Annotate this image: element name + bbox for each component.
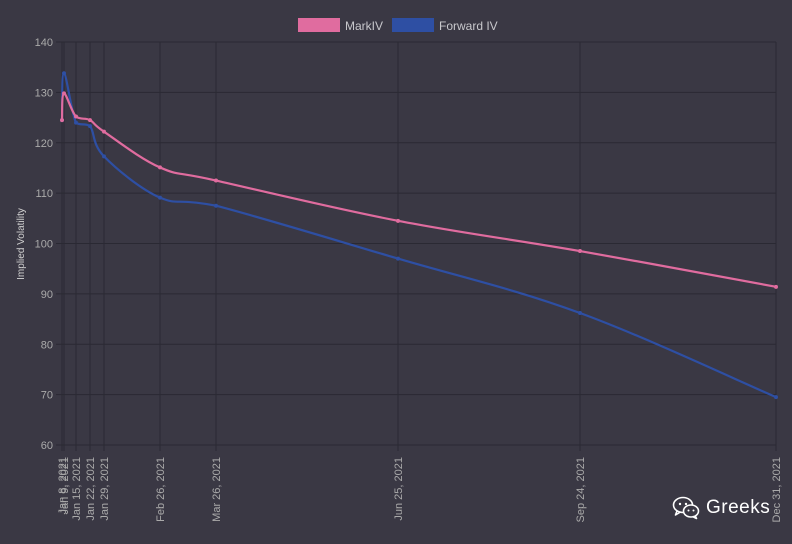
data-point[interactable] bbox=[396, 218, 400, 223]
y-tick-label: 100 bbox=[35, 239, 53, 251]
legend-label: MarkIV bbox=[345, 19, 383, 33]
data-point[interactable] bbox=[60, 118, 64, 123]
y-tick-label: 140 bbox=[35, 37, 53, 49]
legend-swatch bbox=[298, 18, 340, 32]
data-point[interactable] bbox=[578, 249, 582, 254]
series-line bbox=[60, 72, 778, 399]
x-tick-label: Jun 25, 2021 bbox=[393, 457, 405, 521]
x-tick-label: Dec 31, 2021 bbox=[771, 457, 783, 522]
data-point[interactable] bbox=[74, 120, 78, 125]
data-point[interactable] bbox=[396, 256, 400, 261]
y-tick-label: 110 bbox=[35, 188, 53, 200]
y-tick-label: 80 bbox=[41, 339, 53, 351]
y-tick-label: 60 bbox=[41, 440, 53, 452]
y-tick-label: 70 bbox=[41, 390, 53, 402]
data-point[interactable] bbox=[158, 165, 162, 170]
y-axis-title: Implied Volatility bbox=[16, 208, 27, 280]
watermark: Greeks bbox=[672, 496, 770, 520]
data-point[interactable] bbox=[88, 124, 92, 129]
data-point[interactable] bbox=[102, 129, 106, 134]
x-tick-label: Jan 8, 2021 bbox=[57, 457, 69, 515]
data-point[interactable] bbox=[62, 91, 66, 96]
data-point[interactable] bbox=[102, 154, 106, 159]
x-tick-label: Jan 15, 2021 bbox=[71, 457, 83, 521]
legend-label: Forward IV bbox=[439, 19, 498, 33]
x-tick-label: Jan 9, 2021 bbox=[59, 457, 71, 515]
legend-item[interactable]: MarkIV bbox=[298, 18, 383, 33]
grid bbox=[56, 41, 777, 451]
x-tick-label: Jan 29, 2021 bbox=[99, 457, 111, 521]
data-point[interactable] bbox=[774, 395, 778, 400]
series-0 bbox=[60, 91, 778, 289]
data-point[interactable] bbox=[158, 195, 162, 200]
data-point[interactable] bbox=[88, 118, 92, 123]
series-line bbox=[60, 92, 778, 288]
y-tick-label: 90 bbox=[41, 289, 53, 301]
data-point[interactable] bbox=[74, 114, 78, 119]
legend-item[interactable]: Forward IV bbox=[392, 18, 498, 33]
y-tick-label: 130 bbox=[35, 87, 53, 99]
data-point[interactable] bbox=[774, 284, 778, 289]
data-point[interactable] bbox=[214, 178, 218, 183]
x-tick-label: Jan 22, 2021 bbox=[85, 457, 97, 521]
x-tick-label: Mar 26, 2021 bbox=[211, 457, 223, 522]
y-axis-ticks: 60 70 80 90 100 110 120 130 140 bbox=[35, 37, 53, 452]
x-tick-label: Sep 24, 2021 bbox=[575, 457, 587, 522]
legend[interactable]: MarkIV Forward IV bbox=[298, 18, 498, 33]
legend-swatch bbox=[392, 18, 434, 32]
y-tick-label: 120 bbox=[35, 138, 53, 150]
x-tick-label: Feb 26, 2021 bbox=[155, 457, 167, 522]
series-1 bbox=[60, 71, 778, 400]
data-point[interactable] bbox=[62, 71, 66, 76]
wechat-icon bbox=[672, 496, 700, 520]
watermark-text: Greeks bbox=[706, 497, 771, 518]
data-point[interactable] bbox=[214, 203, 218, 208]
data-point[interactable] bbox=[578, 311, 582, 316]
series bbox=[60, 71, 778, 400]
